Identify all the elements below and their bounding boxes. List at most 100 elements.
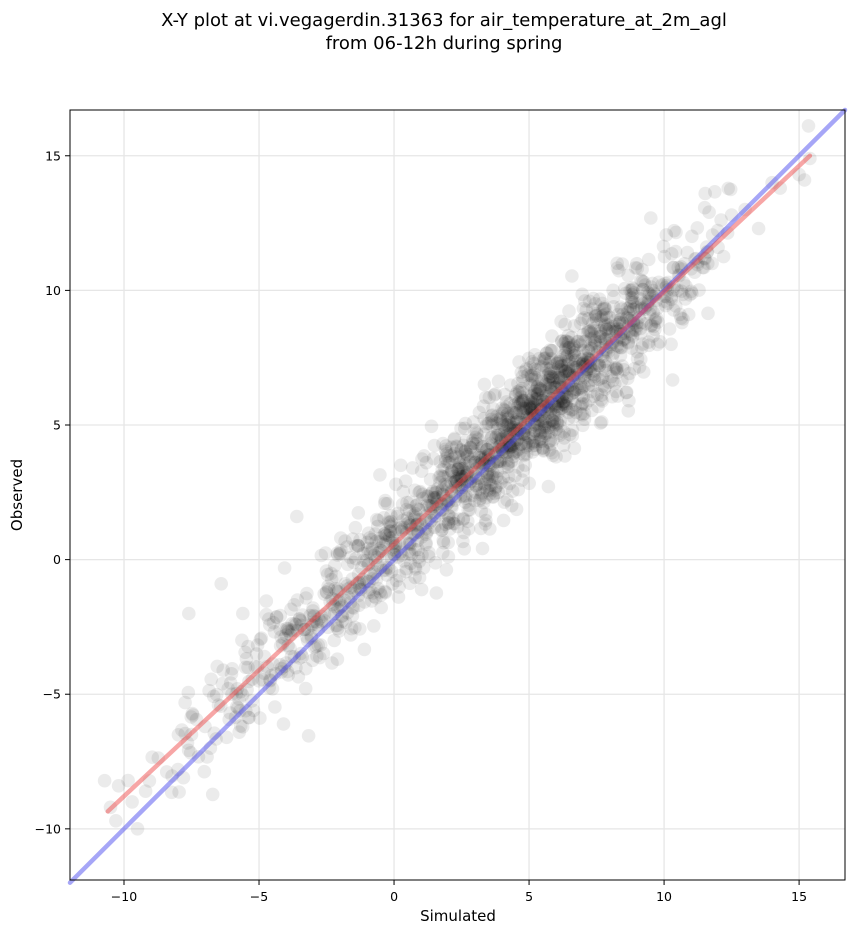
scatter-point: [495, 444, 510, 459]
scatter-point: [575, 396, 590, 411]
scatter-point: [299, 591, 313, 605]
scatter-point: [525, 436, 540, 451]
scatter-point: [561, 411, 576, 425]
scatter-point: [345, 572, 360, 586]
scatter-point: [624, 341, 639, 355]
scatter-point: [550, 417, 564, 431]
scatter-point: [565, 269, 579, 283]
scatter-point: [525, 401, 539, 416]
scatter-point: [474, 488, 489, 502]
scatter-point: [549, 450, 563, 464]
scatter-point: [276, 717, 291, 731]
scatter-point: [441, 516, 456, 530]
scatter-point: [430, 482, 445, 496]
scatter-point: [479, 491, 493, 505]
scatter-point: [476, 459, 490, 474]
scatter-point: [523, 360, 538, 375]
scatter-point: [238, 660, 253, 675]
scatter-point: [578, 358, 592, 372]
scatter-point: [378, 585, 393, 600]
scatter-point: [389, 536, 403, 551]
scatter-point: [633, 327, 648, 341]
scatter-point: [558, 334, 573, 349]
scatter-point: [599, 317, 613, 332]
scatter-point: [538, 429, 552, 443]
scatter-point: [264, 668, 279, 683]
scatter-point: [615, 257, 630, 271]
scatter-point: [320, 567, 335, 582]
scatter-point: [412, 554, 427, 569]
scatter-point: [449, 439, 464, 454]
scatter-point: [266, 615, 281, 630]
scatter-point: [469, 462, 484, 476]
scatter-point: [503, 439, 518, 453]
scatter-point: [661, 296, 675, 311]
scatter-point: [475, 486, 490, 500]
scatter-point: [452, 460, 466, 475]
scatter-point: [627, 295, 641, 310]
scatter-point: [356, 572, 371, 587]
scatter-point: [528, 424, 543, 438]
scatter-point: [597, 318, 612, 333]
scatter-point: [599, 363, 613, 378]
scatter-point: [259, 594, 274, 608]
scatter-point: [705, 256, 719, 271]
scatter-point: [490, 464, 505, 478]
scatter-point: [695, 260, 710, 275]
scatter-point: [481, 416, 496, 431]
scatter-point: [545, 396, 559, 410]
scatter-point: [636, 365, 651, 379]
scatter-point: [530, 387, 545, 402]
scatter-point: [599, 322, 613, 337]
scatter-point: [542, 386, 556, 401]
scatter-point: [408, 570, 422, 585]
scatter-point: [577, 348, 592, 362]
scatter-point: [570, 334, 585, 349]
scatter-point: [601, 318, 615, 332]
scatter-point: [659, 228, 674, 242]
scatter-point: [364, 532, 379, 547]
scatter-point: [558, 317, 572, 332]
scatter-point: [424, 506, 439, 520]
scatter-point: [586, 316, 600, 330]
scatter-point: [606, 283, 620, 298]
scatter-point: [501, 456, 515, 471]
scatter-point: [524, 388, 539, 403]
scatter-point: [330, 621, 345, 636]
scatter-point: [621, 319, 636, 333]
scatter-point: [642, 307, 657, 321]
scatter-point: [400, 511, 415, 526]
scatter-point: [391, 506, 405, 521]
scatter-point: [591, 356, 606, 371]
scatter-point: [505, 438, 520, 453]
scatter-point: [418, 522, 433, 536]
scatter-point: [245, 672, 259, 686]
scatter-point: [520, 408, 535, 423]
scatter-point: [581, 312, 596, 326]
scatter-point: [558, 346, 573, 361]
scatter-point: [556, 397, 570, 411]
scatter-point: [316, 646, 331, 661]
scatter-point: [528, 438, 543, 453]
scatter-point: [568, 353, 583, 368]
scatter-point: [453, 489, 468, 504]
scatter-point: [516, 447, 531, 462]
scatter-point: [533, 431, 548, 446]
scatter-point: [549, 402, 564, 417]
scatter-point: [363, 531, 377, 545]
scatter-point: [615, 359, 630, 373]
scatter-point: [219, 730, 234, 745]
scatter-point: [547, 365, 561, 379]
scatter-point: [426, 451, 441, 466]
scatter-point: [510, 426, 524, 441]
scatter-point: [482, 390, 497, 405]
scatter-point: [439, 479, 454, 494]
scatter-point: [624, 294, 639, 309]
scatter-point: [239, 651, 254, 666]
scatter-point: [566, 368, 580, 383]
scatter-point: [410, 517, 425, 531]
grid-layer: [70, 110, 845, 880]
scatter-point: [439, 563, 454, 577]
scatter-point: [532, 383, 546, 398]
